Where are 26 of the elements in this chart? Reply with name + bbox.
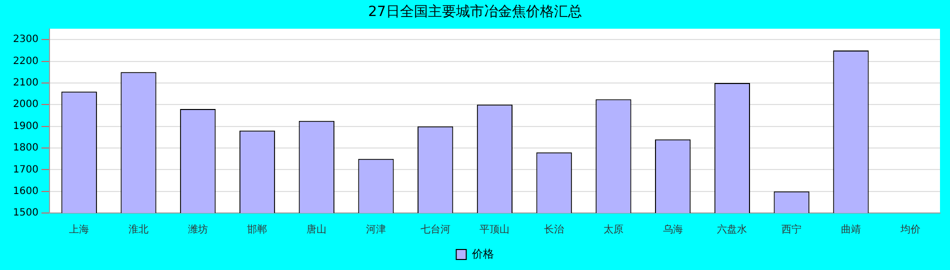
x-tick-label: 河津 [366, 224, 386, 236]
x-tick-label: 太原 [603, 224, 624, 236]
x-tick-label: 潍坊 [188, 224, 208, 236]
x-tick-label: 乌海 [662, 224, 683, 236]
y-tick-label: 2300 [12, 34, 38, 46]
x-tick-label: 曲靖 [840, 224, 861, 236]
y-tick-label: 1700 [12, 164, 38, 176]
x-tick-label: 六盘水 [717, 224, 748, 236]
x-tick-label: 上海 [69, 224, 90, 236]
y-tick-label: 2100 [12, 78, 38, 89]
x-tick-label: 平顶山 [480, 224, 510, 236]
x-tick-label: 西宁 [782, 224, 802, 236]
x-tick-label: 均价 [899, 224, 920, 236]
x-tick-label: 邯郸 [247, 224, 268, 236]
y-tick-label: 1500 [12, 208, 38, 219]
y-tick-label: 2000 [12, 99, 38, 110]
chart-title: 27日全国主要城市冶金焦价格汇总 [368, 4, 582, 20]
x-tick-label: 唐山 [306, 224, 327, 236]
x-tick-label: 长治 [544, 224, 564, 236]
y-tick-label: 1800 [12, 142, 38, 154]
x-tick-label: 淮北 [128, 224, 149, 236]
y-tick-label: 1600 [12, 186, 38, 197]
x-tick-label: 七台河 [420, 224, 450, 236]
y-tick-label: 2200 [12, 56, 38, 67]
legend-label: 价格 [470, 247, 494, 260]
y-tick-label: 1900 [12, 120, 38, 132]
